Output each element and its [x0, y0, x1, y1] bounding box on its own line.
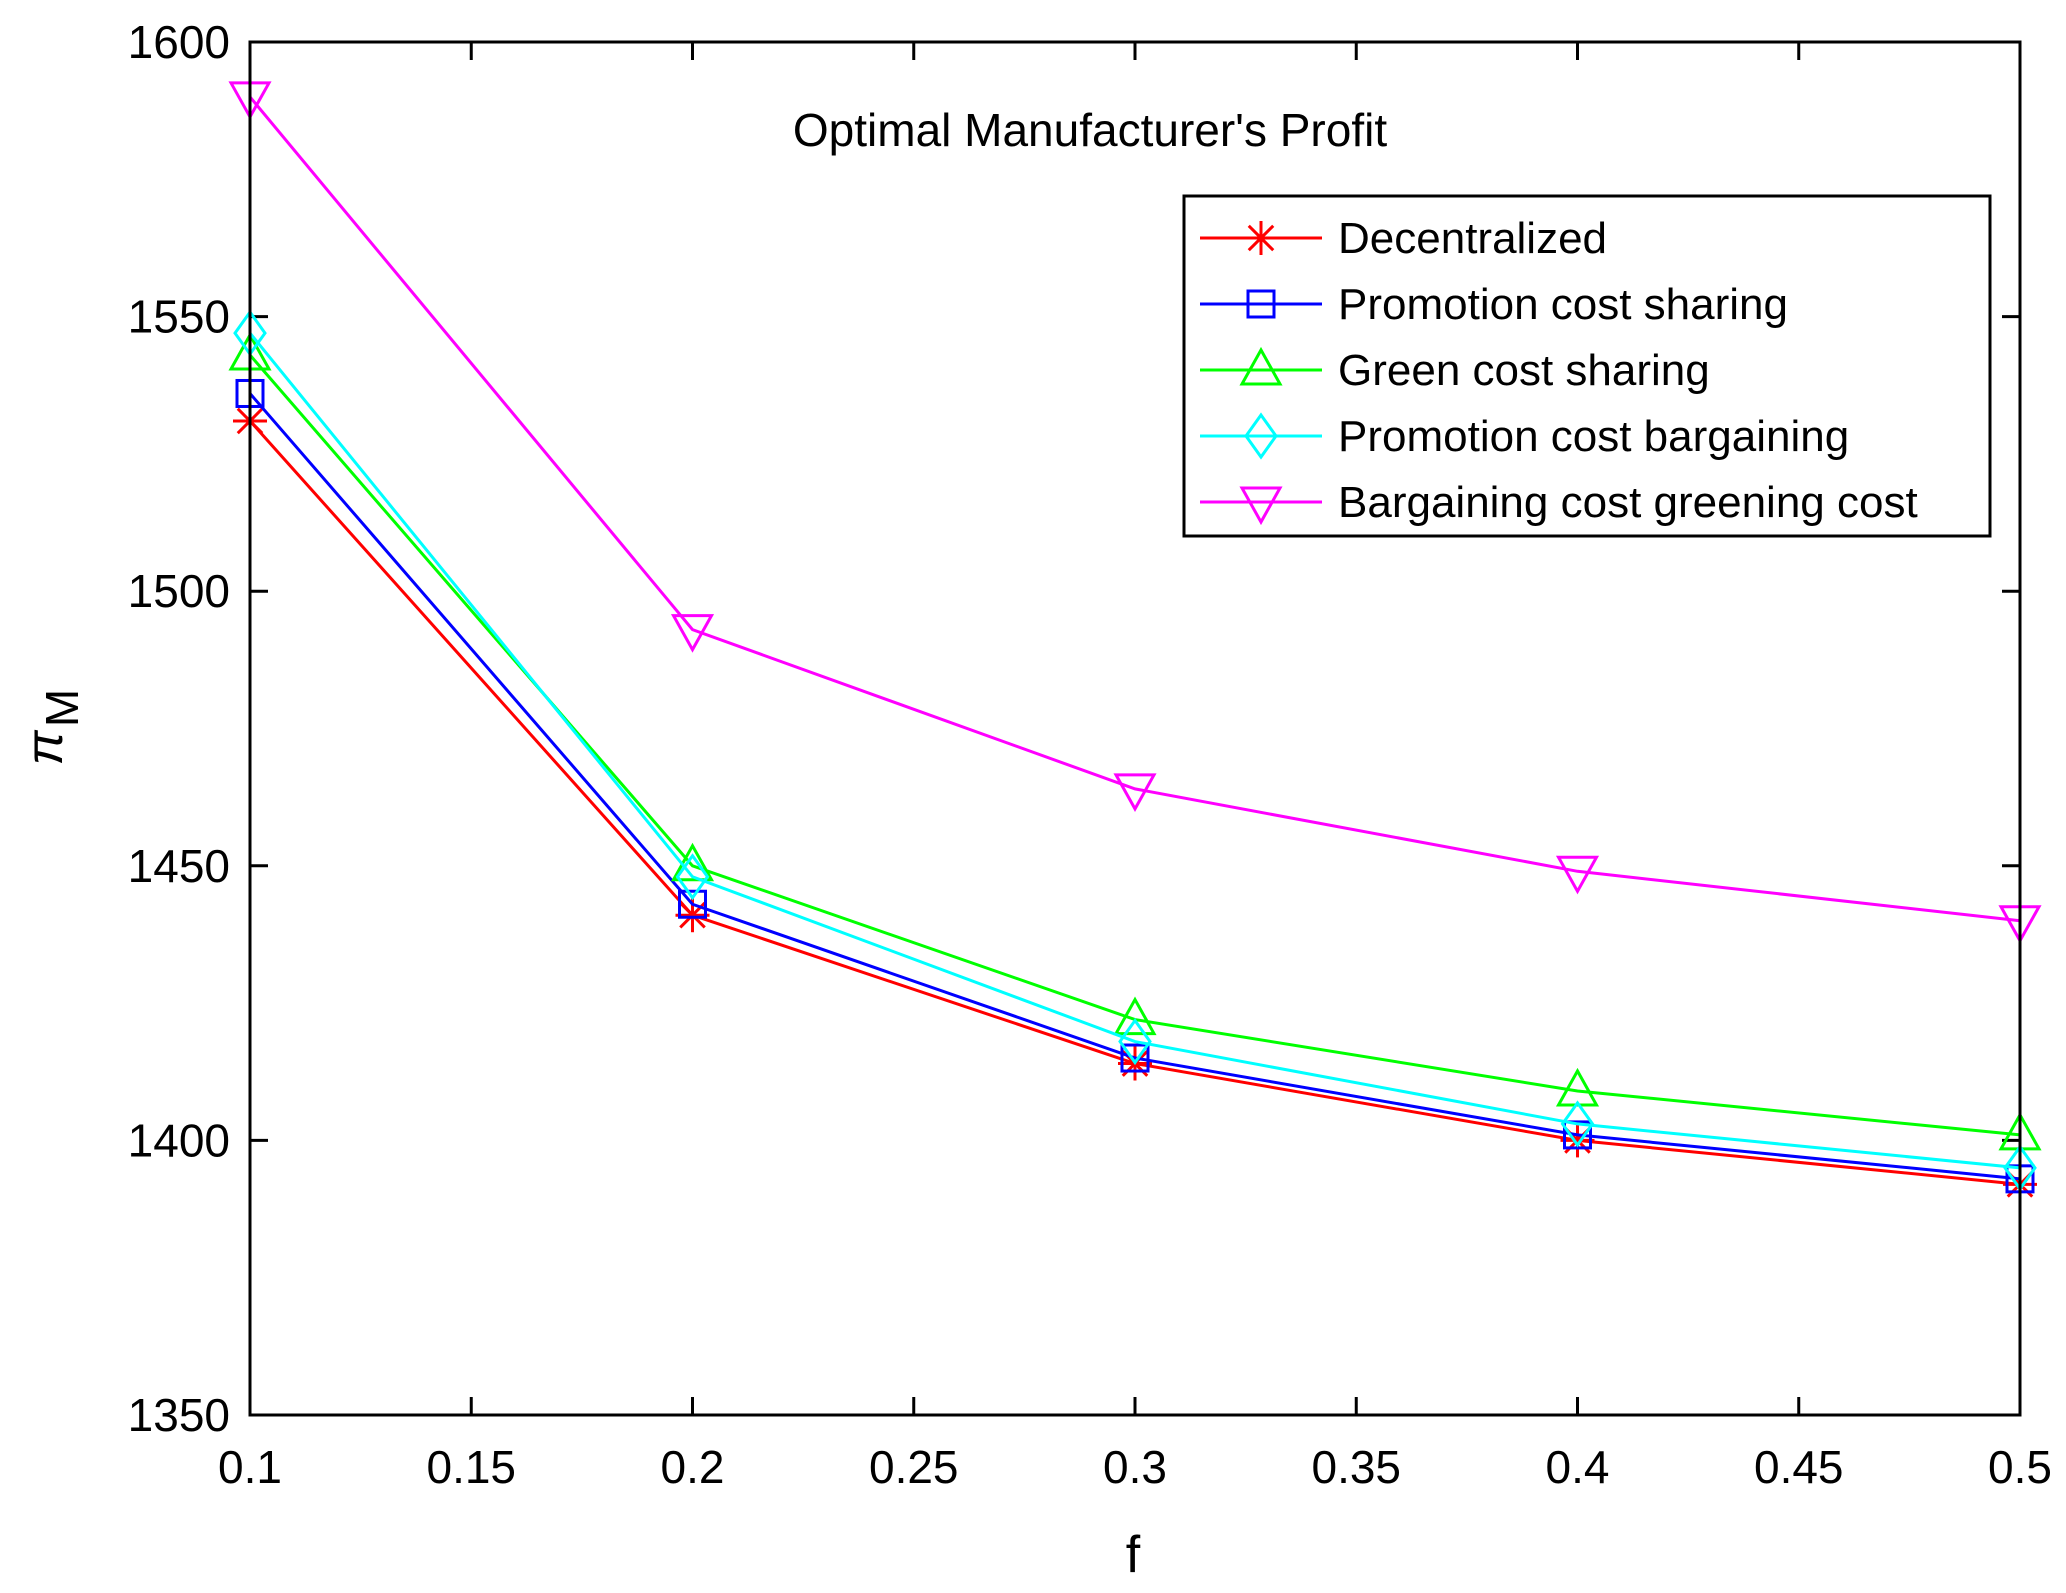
legend-label: Bargaining cost greening cost [1338, 478, 1918, 527]
x-tick-label: 0.15 [426, 1441, 516, 1493]
data-point [1113, 996, 1157, 1036]
legend-item: Promotion cost bargaining [1200, 412, 1849, 461]
y-tick-label: 1450 [128, 840, 230, 892]
y-tick-label: 1400 [128, 1114, 230, 1166]
y-tick-label: 1550 [128, 291, 230, 343]
x-tick-label: 0.35 [1311, 1441, 1401, 1493]
data-point [1563, 1120, 1592, 1150]
legend-label: Promotion cost sharing [1338, 280, 1788, 329]
data-point [1560, 1100, 1595, 1148]
series-line [248, 95, 2021, 923]
y-tick-label: 1500 [128, 565, 230, 617]
x-axis-label: f [1126, 1526, 1141, 1584]
x-tick-label: 0.2 [661, 1441, 725, 1493]
x-axis-ticks: 0.1 0.15 0.2 0.25 0.3 0.35 0.4 0.45 0.5 [218, 42, 2052, 1493]
plot-frame [248, 40, 2022, 1417]
x-tick-label: 0.1 [218, 1441, 282, 1493]
legend-swatch-marker [1244, 412, 1278, 460]
legend-label: Decentralized [1338, 214, 1607, 263]
series-5 [228, 81, 2042, 944]
data-point [1555, 855, 1600, 895]
legend-item: Decentralized [1200, 214, 1607, 263]
chart-title: Optimal Manufacturer's Profit [793, 104, 1387, 156]
legend-items: Decentralized Promotion cost sharing Green… [1200, 214, 1918, 527]
data-point [1120, 1043, 1150, 1073]
legend-swatch-marker [1239, 486, 1283, 526]
legend-swatch-marker [1244, 221, 1278, 255]
y-axis-label: π M [16, 689, 88, 766]
legend-item: Green cost sharing [1200, 346, 1710, 395]
data-point [1118, 1017, 1152, 1066]
x-tick-label: 0.25 [869, 1441, 959, 1493]
series-layer [228, 81, 2042, 1202]
legend-swatch-marker [1239, 346, 1283, 386]
legend-item: Bargaining cost greening cost [1200, 478, 1918, 527]
legend-box [1182, 194, 1992, 538]
x-tick-label: 0.3 [1103, 1441, 1167, 1493]
series-line [248, 392, 2021, 1181]
legend-label: Promotion cost bargaining [1338, 412, 1849, 461]
data-point [1113, 773, 1157, 812]
legend-swatch-marker [1246, 289, 1276, 319]
legend-label: Green cost sharing [1338, 346, 1710, 395]
x-tick-label: 0.45 [1754, 1441, 1844, 1493]
y-axis-label-subscript: M [36, 689, 88, 727]
y-axis-label-symbol: π [16, 729, 74, 765]
x-tick-label: 0.5 [1988, 1441, 2052, 1493]
data-point [675, 853, 710, 901]
data-point [678, 889, 707, 919]
series-4 [233, 309, 2037, 1192]
data-point [670, 614, 715, 653]
series-line [248, 332, 2021, 1170]
legend-item: Promotion cost sharing [1200, 280, 1788, 329]
y-tick-label: 1350 [128, 1389, 230, 1441]
y-tick-label: 1600 [128, 16, 230, 68]
x-tick-label: 0.4 [1546, 1441, 1610, 1493]
legend: Decentralized Promotion cost sharing Green… [1182, 194, 1992, 538]
